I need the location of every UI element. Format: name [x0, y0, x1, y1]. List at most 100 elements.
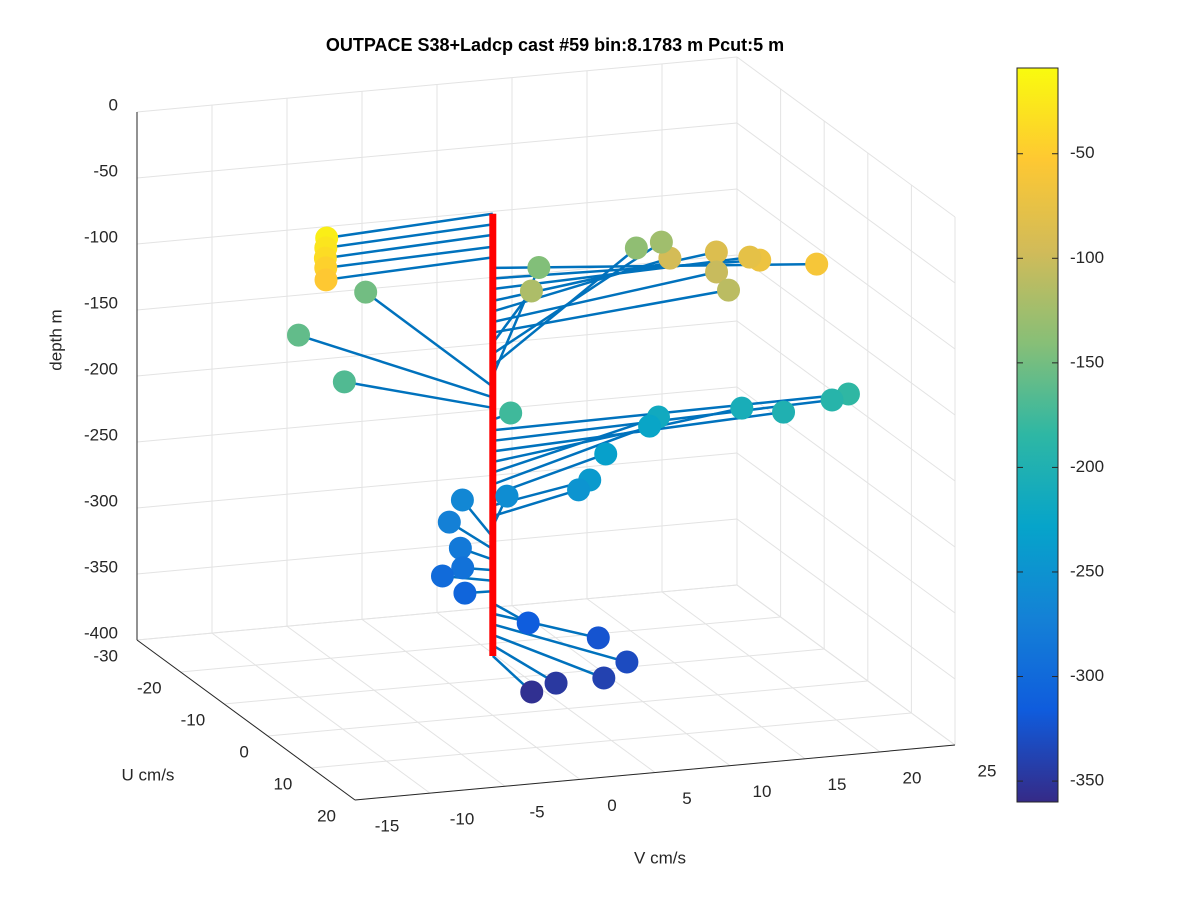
- point: [437, 510, 461, 534]
- point: [453, 581, 477, 605]
- velocity-line: [298, 333, 494, 399]
- velocity-line: [492, 488, 579, 518]
- colorbar-tick-label: -100: [1070, 248, 1104, 267]
- point: [772, 400, 796, 424]
- velocity-line: [364, 291, 494, 388]
- x-tick-label: -10: [450, 810, 475, 829]
- x-tick-label: 10: [753, 782, 772, 801]
- x-tick-label: 15: [828, 775, 847, 794]
- grid-line: [136, 386, 738, 443]
- velocity-line: [492, 288, 729, 334]
- point: [332, 370, 356, 394]
- point: [527, 256, 551, 280]
- y-tick-label: 20: [317, 806, 336, 825]
- point: [520, 680, 544, 704]
- grid-line: [136, 320, 738, 377]
- velocity-line: [492, 406, 743, 464]
- velocity-line: [325, 223, 493, 250]
- velocity-line: [325, 256, 493, 282]
- point: [586, 626, 610, 650]
- x-tick-label: -15: [375, 816, 400, 835]
- grid-line: [211, 632, 431, 794]
- point: [638, 414, 662, 438]
- grid-line: [661, 591, 881, 753]
- point: [519, 279, 543, 303]
- point: [705, 260, 729, 284]
- x-tick-label: 5: [682, 789, 691, 808]
- velocity-line: [492, 415, 659, 474]
- z-tick-label: -100: [84, 227, 118, 246]
- y-tick-label: -10: [181, 710, 206, 729]
- point: [730, 396, 754, 420]
- point: [314, 268, 338, 292]
- grid-line: [511, 605, 731, 767]
- point: [567, 478, 591, 502]
- colorbar: [1016, 67, 1059, 803]
- z-tick-label: -400: [84, 623, 118, 642]
- y-tick-label: 0: [239, 742, 248, 761]
- y-axis-label: U cm/s: [122, 765, 175, 784]
- velocity-line: [325, 245, 493, 270]
- colorbar-tick-label: -350: [1070, 771, 1104, 790]
- point: [499, 401, 523, 425]
- grid-line: [736, 188, 956, 350]
- grid-line: [736, 56, 956, 218]
- grid-line: [361, 618, 581, 780]
- chart-title: OUTPACE S38+Ladcp cast #59 bin:8.1783 m …: [326, 35, 784, 55]
- y-tick-label: 10: [273, 774, 292, 793]
- point: [594, 442, 618, 466]
- velocity-line: [492, 633, 605, 680]
- point: [495, 484, 519, 508]
- grid: [136, 56, 956, 801]
- x-tick-label: 0: [607, 796, 616, 815]
- grid-line: [436, 612, 656, 773]
- velocity-line: [344, 380, 494, 410]
- point: [615, 650, 639, 674]
- point: [430, 564, 454, 588]
- z-tick-label: -350: [84, 557, 118, 576]
- marks: [287, 212, 860, 704]
- grid-line: [736, 518, 956, 680]
- velocity-line: [326, 212, 493, 240]
- velocity-line: [492, 623, 628, 664]
- x-tick-label: 20: [903, 768, 922, 787]
- velocity-line: [492, 247, 638, 367]
- velocity-line: [492, 424, 651, 486]
- y-tick-label: -20: [137, 678, 162, 697]
- grid-line: [136, 188, 738, 245]
- x-tick-label: 25: [978, 761, 997, 780]
- x-tick-label: -5: [529, 803, 544, 822]
- grid-line: [286, 625, 506, 787]
- z-tick-label: -150: [84, 293, 118, 312]
- velocity-line: [492, 392, 849, 432]
- z-axis-label: depth m: [46, 309, 65, 370]
- colorbar-tick-label: -50: [1070, 143, 1095, 162]
- point: [738, 245, 762, 269]
- velocity-line: [325, 233, 493, 260]
- velocity-line: [492, 612, 599, 640]
- point: [717, 278, 741, 302]
- y-tick-label: -30: [93, 646, 118, 665]
- grid-line: [736, 584, 956, 746]
- velocity-line: [492, 644, 557, 685]
- axis-line: [354, 744, 956, 801]
- velocity-line: [492, 270, 717, 324]
- grid-line: [586, 598, 806, 760]
- point: [820, 388, 844, 412]
- point: [649, 230, 673, 254]
- point: [516, 611, 540, 635]
- z-tick-label: -50: [93, 161, 118, 180]
- point: [451, 556, 475, 580]
- point: [592, 666, 616, 690]
- grid-line: [136, 122, 738, 179]
- point: [805, 252, 829, 276]
- axis-line: [136, 639, 356, 801]
- colorbar-tick-label: -150: [1070, 352, 1104, 371]
- grid-line: [136, 254, 738, 311]
- point: [624, 236, 648, 260]
- point: [448, 536, 472, 560]
- grid-line: [736, 122, 956, 284]
- point: [450, 488, 474, 512]
- grid-line: [136, 584, 738, 641]
